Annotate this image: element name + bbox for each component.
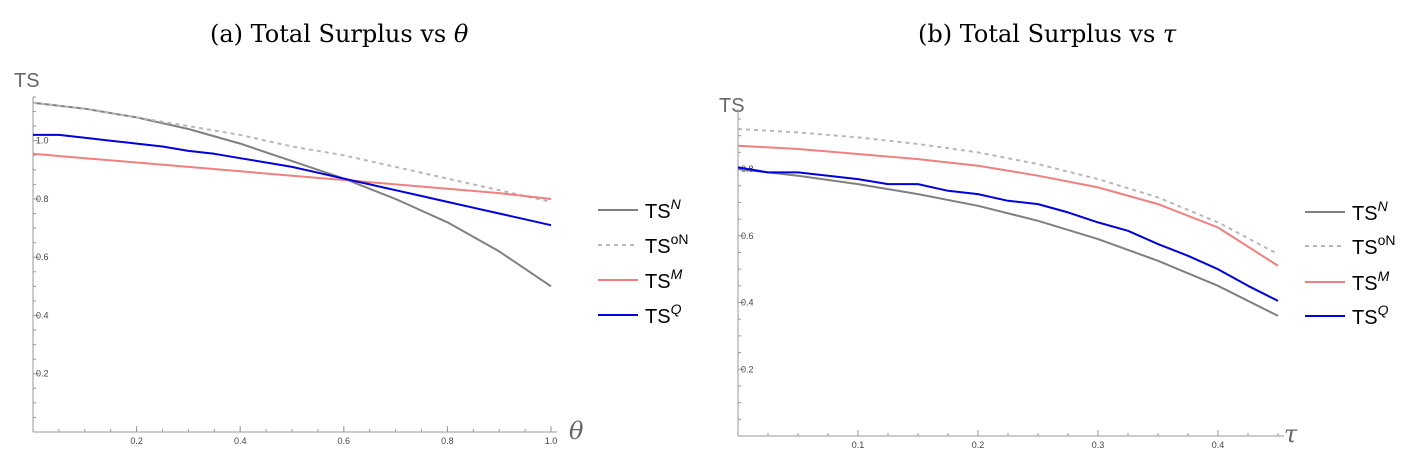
x-tick-label: 0.8 (441, 436, 454, 446)
x-tick-label: 0.6 (338, 436, 351, 446)
x-tick-label: 0.3 (1092, 440, 1105, 450)
legend-label-oN: TSoN (1352, 232, 1395, 259)
panel-a: (a) Total Surplus vs θ TS θ 0.2 0.4 0.6 0.8… (14, 20, 688, 446)
panel-b: (b) Total Surplus vs τ TS τ 0.20.40.60.8… (719, 20, 1395, 450)
panel-a-xlabel: θ (569, 417, 584, 445)
legend-label-N: TSN (1352, 198, 1389, 225)
panel-b-legend: TSN TSoN TSM TSQ (1305, 198, 1395, 329)
y-tick-label: 0.2 (36, 369, 49, 379)
legend-label-M: TSM (645, 266, 683, 293)
panel-b-xlabel: τ (1284, 420, 1298, 448)
y-tick-label: 0.4 (36, 310, 49, 320)
series-line-oN (737, 128, 1279, 255)
series-line-N (737, 168, 1279, 317)
panel-a-axes: 0.2 0.4 0.6 0.8 1.0 0.2 0.4 0.6 0.8 1.0 (32, 96, 558, 446)
x-tick-label: 1.0 (545, 436, 558, 446)
panel-a-ylabel: TS (14, 70, 40, 92)
series-line-Q (737, 166, 1279, 302)
panel-b-series (737, 128, 1279, 317)
series-line-N (32, 101, 552, 288)
legend-label-Q: TSQ (645, 301, 682, 328)
legend-label-Q: TSQ (1352, 302, 1389, 329)
panel-a-title-symbol: θ (454, 20, 469, 48)
series-line-oN (32, 101, 552, 203)
x-tick-label: 0.4 (1212, 440, 1225, 450)
panel-b-ylabel: TS (719, 95, 745, 117)
y-tick-label: 0.2 (741, 364, 754, 374)
legend-label-oN: TSoN (645, 231, 688, 258)
y-tick-label: 1.0 (36, 136, 49, 146)
x-tick-label: 0.2 (130, 436, 143, 446)
legend-label-M: TSM (1352, 268, 1390, 295)
panel-b-title-symbol: τ (1163, 20, 1177, 48)
panel-a-title: (a) Total Surplus vs θ (210, 20, 469, 48)
panel-a-series (32, 101, 552, 288)
series-line-Q (33, 133, 552, 227)
y-tick-label: 0.8 (36, 194, 49, 204)
panel-b-title: (b) Total Surplus vs τ (918, 20, 1177, 48)
x-tick-label: 0.1 (852, 440, 865, 450)
panel-b-axes: 0.20.40.60.80.1 0.2 0.3 0.4 (737, 109, 1284, 450)
series-line-M (32, 152, 552, 200)
series-line-M (737, 144, 1279, 267)
y-tick-label: 0.4 (741, 298, 754, 308)
legend-label-N: TSN (645, 196, 682, 223)
y-tick-label: 0.6 (36, 252, 49, 262)
x-tick-label: 0.4 (234, 436, 247, 446)
y-tick-label: 0.6 (741, 231, 754, 241)
x-tick-label: 0.2 (972, 440, 985, 450)
panel-a-legend: TSN TSoN TSM TSQ (598, 196, 688, 328)
